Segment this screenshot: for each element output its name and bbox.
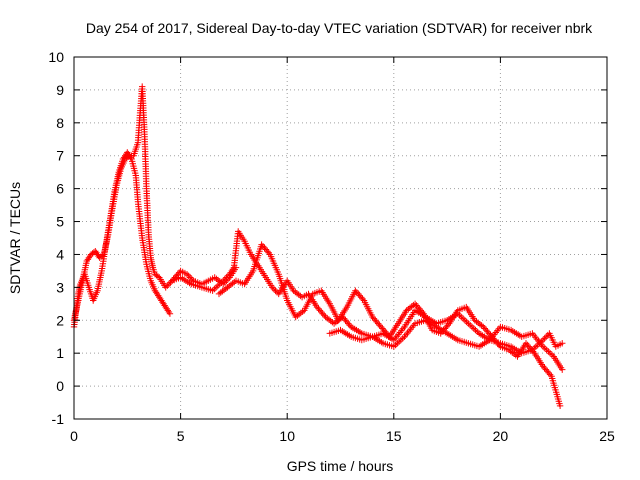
data-point — [416, 305, 423, 312]
data-point — [544, 368, 551, 375]
y-tick-label: 7 — [56, 148, 64, 164]
x-tick-label: 10 — [279, 428, 295, 444]
chart-title: Day 254 of 2017, Sidereal Day-to-day VTE… — [86, 20, 593, 36]
data-point — [221, 275, 228, 283]
grid-lines — [74, 57, 607, 419]
data-point — [559, 366, 566, 373]
y-tick-label: 9 — [56, 82, 64, 98]
y-tick-label: 0 — [56, 378, 64, 394]
data-point — [152, 289, 160, 296]
x-tick-label: 15 — [386, 428, 402, 444]
data-point — [559, 340, 566, 347]
data-point — [375, 320, 382, 327]
data-point — [481, 325, 488, 332]
data-point — [315, 305, 322, 312]
y-tick-label: 10 — [48, 49, 64, 65]
data-point — [525, 343, 532, 350]
y-tick-label: 3 — [56, 279, 64, 295]
data-point — [417, 307, 424, 314]
data-point — [444, 322, 451, 329]
data-point — [124, 153, 132, 160]
y-tick-label: 4 — [56, 246, 64, 262]
data-point — [484, 328, 491, 335]
data-point — [167, 279, 174, 286]
data-point — [83, 257, 90, 265]
y-tick-label: 5 — [56, 214, 64, 230]
data-point — [316, 307, 324, 314]
plot-frame — [73, 56, 608, 420]
data-point — [546, 371, 554, 378]
data-point — [264, 248, 271, 255]
data-points — [70, 83, 566, 410]
data-point — [524, 341, 531, 349]
x-tick-label: 0 — [70, 428, 78, 444]
data-point — [352, 287, 359, 294]
data-point — [164, 282, 171, 289]
series-1 — [70, 83, 240, 324]
y-tick-label: 2 — [56, 312, 64, 328]
data-point — [353, 289, 360, 296]
series-3 — [215, 241, 564, 410]
data-point — [377, 323, 385, 331]
data-point — [174, 271, 181, 278]
data-point — [543, 333, 550, 340]
y-tick-label: -1 — [52, 411, 65, 427]
data-point — [161, 302, 168, 309]
data-point — [342, 317, 349, 324]
data-point — [379, 325, 386, 332]
data-point — [269, 284, 276, 291]
data-point — [480, 323, 487, 331]
y-tick-label: 8 — [56, 115, 64, 131]
data-point — [541, 364, 548, 372]
data-point — [155, 292, 162, 299]
data-point — [495, 341, 503, 349]
data-point — [528, 346, 535, 354]
data-point — [166, 310, 174, 317]
data-point — [226, 271, 233, 278]
data-point — [258, 241, 265, 248]
y-tick-label: 1 — [56, 345, 64, 361]
data-point — [382, 328, 389, 335]
x-tick-label: 20 — [493, 428, 509, 444]
data-point — [99, 252, 106, 259]
data-point — [92, 248, 99, 255]
data-point — [539, 336, 547, 344]
data-point — [183, 271, 191, 278]
series-4 — [326, 317, 566, 373]
data-point — [224, 272, 232, 279]
data-point — [157, 295, 164, 303]
data-point — [159, 299, 166, 306]
y-axis-label: SDTVAR / TECUs — [7, 182, 23, 294]
data-point — [228, 267, 235, 275]
data-point — [261, 244, 268, 252]
data-point — [319, 310, 326, 317]
data-point — [372, 317, 379, 324]
data-point — [187, 274, 194, 281]
data-point — [356, 292, 363, 299]
x-axis-label: GPS time / hours — [287, 458, 394, 474]
data-point — [413, 302, 420, 309]
data-point — [556, 402, 564, 410]
data-point — [345, 320, 352, 327]
data-point — [154, 273, 162, 280]
x-tick-label: 5 — [177, 428, 185, 444]
data-point — [164, 307, 171, 314]
data-point — [272, 287, 279, 294]
y-tick-label: 6 — [56, 181, 64, 197]
data-point — [359, 295, 366, 303]
data-point — [492, 338, 500, 345]
x-tick-label: 25 — [599, 428, 615, 444]
axis-ticks: 0 5 10 15 20 25 -1 0 1 2 3 4 5 6 7 8 9 10 — [48, 49, 615, 444]
data-point — [369, 313, 376, 321]
